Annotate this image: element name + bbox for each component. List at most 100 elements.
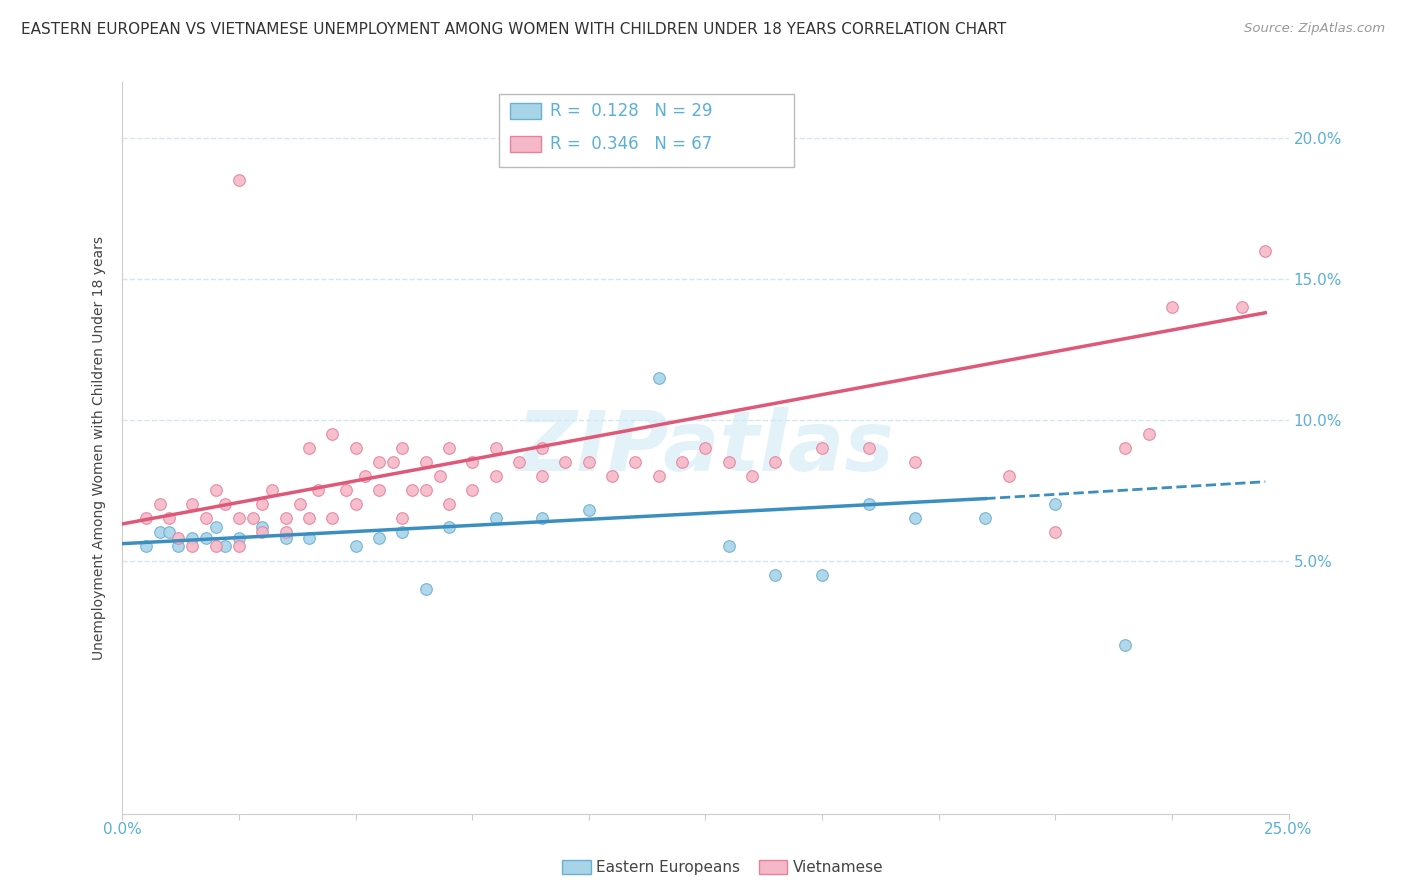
Point <box>335 483 357 497</box>
Point <box>437 520 460 534</box>
Point <box>858 441 880 455</box>
Point <box>252 525 274 540</box>
Point <box>367 531 389 545</box>
Point <box>391 525 413 540</box>
Point <box>554 455 576 469</box>
Point <box>1230 300 1253 314</box>
Text: R =  0.346   N = 67: R = 0.346 N = 67 <box>550 135 711 153</box>
Point <box>321 511 343 525</box>
Point <box>415 455 437 469</box>
Point <box>391 441 413 455</box>
Point <box>288 497 311 511</box>
Point <box>811 567 834 582</box>
Text: Vietnamese: Vietnamese <box>793 860 883 874</box>
Point <box>181 497 204 511</box>
Point <box>252 520 274 534</box>
Point <box>135 511 157 525</box>
Point <box>157 511 180 525</box>
Point <box>858 497 880 511</box>
Point <box>1114 638 1136 652</box>
Point <box>1137 426 1160 441</box>
Point <box>274 511 297 525</box>
Point <box>904 455 927 469</box>
Point <box>484 441 506 455</box>
Text: ZIPatlas: ZIPatlas <box>516 408 894 489</box>
Point <box>228 531 250 545</box>
Point <box>391 511 413 525</box>
Text: 0.0%: 0.0% <box>103 822 142 838</box>
Point <box>181 540 204 554</box>
Point <box>298 441 321 455</box>
Point <box>401 483 423 497</box>
Point <box>429 469 451 483</box>
Point <box>204 483 226 497</box>
Point <box>149 497 172 511</box>
Point <box>763 567 786 582</box>
Point <box>717 455 740 469</box>
Point <box>344 540 367 554</box>
Y-axis label: Unemployment Among Women with Children Under 18 years: Unemployment Among Women with Children U… <box>93 235 107 660</box>
Point <box>214 540 236 554</box>
Point <box>648 370 671 384</box>
Point <box>167 540 190 554</box>
Point <box>321 426 343 441</box>
Point <box>578 503 600 517</box>
Point <box>484 511 506 525</box>
Point <box>578 455 600 469</box>
Point <box>228 511 250 525</box>
Point <box>1045 497 1067 511</box>
Text: 25.0%: 25.0% <box>1264 822 1313 838</box>
Point <box>307 483 329 497</box>
Point <box>461 483 484 497</box>
Text: Eastern Europeans: Eastern Europeans <box>596 860 740 874</box>
Point <box>461 455 484 469</box>
Point <box>437 441 460 455</box>
Point <box>811 441 834 455</box>
Point <box>415 582 437 596</box>
Point <box>531 469 554 483</box>
Point <box>298 511 321 525</box>
Point <box>354 469 377 483</box>
Point <box>1114 441 1136 455</box>
Point <box>508 455 530 469</box>
Point <box>204 520 226 534</box>
Point <box>274 525 297 540</box>
Point <box>214 497 236 511</box>
Point <box>717 540 740 554</box>
Point <box>252 497 274 511</box>
Point <box>1161 300 1184 314</box>
Point <box>997 469 1019 483</box>
Point <box>228 540 250 554</box>
Point <box>344 441 367 455</box>
Point <box>695 441 717 455</box>
Point <box>1045 525 1067 540</box>
Point <box>204 540 226 554</box>
Text: R =  0.128   N = 29: R = 0.128 N = 29 <box>550 102 713 120</box>
Point <box>167 531 190 545</box>
Point <box>228 173 250 187</box>
Text: Source: ZipAtlas.com: Source: ZipAtlas.com <box>1244 22 1385 36</box>
Point <box>135 540 157 554</box>
Point <box>367 483 389 497</box>
Point <box>195 531 218 545</box>
Point <box>157 525 180 540</box>
Point <box>531 441 554 455</box>
Point <box>181 531 204 545</box>
Point <box>344 497 367 511</box>
Point <box>149 525 172 540</box>
Point <box>904 511 927 525</box>
Point <box>274 531 297 545</box>
Point <box>242 511 264 525</box>
Point <box>648 469 671 483</box>
Point <box>671 455 693 469</box>
Point <box>415 483 437 497</box>
Point <box>974 511 997 525</box>
Point <box>437 497 460 511</box>
Point <box>260 483 283 497</box>
Point <box>600 469 623 483</box>
Point <box>763 455 786 469</box>
Point <box>624 455 647 469</box>
Point <box>484 469 506 483</box>
Text: EASTERN EUROPEAN VS VIETNAMESE UNEMPLOYMENT AMONG WOMEN WITH CHILDREN UNDER 18 Y: EASTERN EUROPEAN VS VIETNAMESE UNEMPLOYM… <box>21 22 1007 37</box>
Point <box>1254 244 1277 258</box>
